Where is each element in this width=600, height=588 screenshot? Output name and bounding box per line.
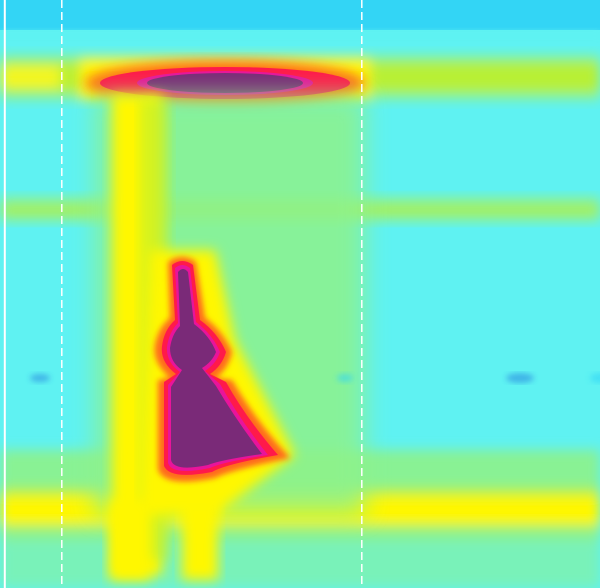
lower-hotspot [154, 257, 290, 482]
upper-hotspot [85, 61, 365, 105]
top-strip-fade [0, 30, 600, 42]
top-strip [0, 0, 600, 30]
blue-flecks [30, 373, 600, 383]
column-plume [95, 95, 365, 580]
